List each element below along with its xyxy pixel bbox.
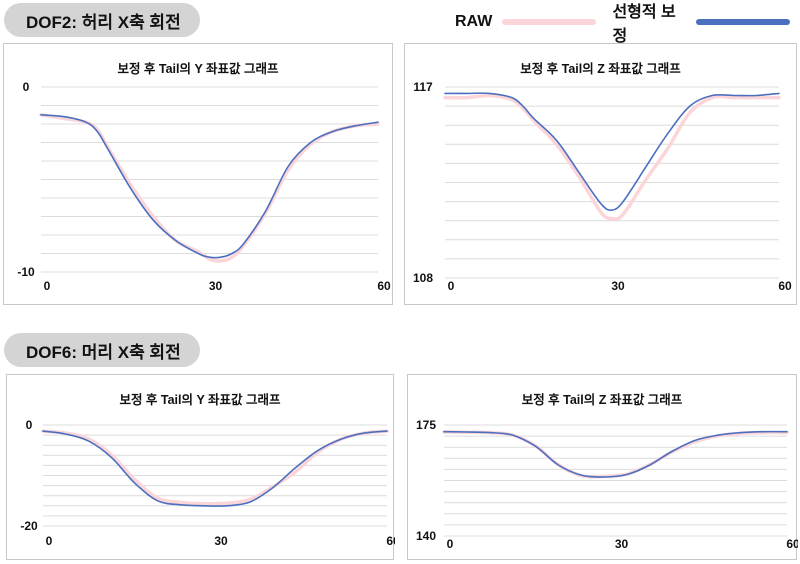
section-label-dof2: DOF2: 허리 X축 회전 (4, 3, 200, 37)
y-tick-label: -20 (20, 519, 38, 533)
series-line-corrected (443, 430, 788, 478)
x-tick-label: 60 (778, 279, 792, 293)
chart-svg: 117 108 0 30 60 (413, 80, 792, 293)
chart-panel-dof2-y: 0 -10 0 30 60 보정 후 Tail의 Y 좌표값 그래프 (3, 43, 393, 305)
chart-svg: 175 140 0 30 60 (416, 418, 798, 551)
x-tick-label: 0 (447, 537, 454, 551)
y-tick-label: 108 (413, 271, 433, 285)
x-tick-label: 0 (44, 279, 51, 293)
chart-title: 보정 후 Tail의 Z 좌표값 그래프 (521, 393, 683, 407)
y-tick-label: 175 (416, 418, 436, 432)
legend-label-corrected: 선형적 보정 (612, 4, 676, 45)
chart-svg: 0 -10 0 30 60 (17, 80, 391, 293)
chart-panel-dof2-z: 117 108 0 30 60 보정 후 Tail의 Z 좌표값 그래프 (404, 43, 797, 305)
chart-panel-dof6-z: 175 140 0 30 60 보정 후 Tail의 Z 좌표값 그래프 (407, 374, 798, 560)
x-tick-label: 30 (611, 279, 625, 293)
series-line-raw (39, 113, 380, 263)
x-tick-label: 30 (214, 534, 228, 548)
x-tick-label: 0 (448, 279, 455, 293)
y-tick-label: 0 (26, 418, 33, 432)
chart-title: 보정 후 Tail의 Y 좌표값 그래프 (117, 62, 279, 76)
section-label-dof6: DOF6: 머리 X축 회전 (4, 333, 200, 367)
x-tick-label: 60 (386, 534, 395, 548)
series-line-corrected (42, 430, 388, 507)
series-line-corrected (40, 114, 379, 259)
x-tick-label: 0 (46, 534, 53, 548)
legend-label-raw: RAW (455, 13, 493, 30)
x-tick-label: 60 (786, 537, 798, 551)
x-tick-label: 30 (209, 279, 223, 293)
legend-swatch-raw (502, 19, 597, 25)
legend: RAW 선형적 보정 (455, 4, 800, 45)
chart-title: 보정 후 Tail의 Y 좌표값 그래프 (119, 393, 281, 407)
y-tick-label: -10 (17, 265, 35, 279)
x-tick-label: 30 (615, 537, 629, 551)
series-line-raw (442, 430, 789, 479)
y-tick-label: 117 (413, 80, 433, 94)
y-tick-label: 0 (23, 80, 30, 94)
chart-panel-dof6-y: 0 -20 0 30 60 보정 후 Tail의 Y 좌표값 그래프 (6, 374, 395, 560)
chart-svg: 0 -20 0 30 60 (20, 418, 395, 548)
series-line-raw (443, 93, 781, 221)
series-line-corrected (444, 92, 780, 211)
x-tick-label: 60 (377, 279, 391, 293)
legend-swatch-corrected (695, 19, 790, 25)
chart-title: 보정 후 Tail의 Z 좌표값 그래프 (520, 62, 681, 76)
y-tick-label: 140 (416, 529, 436, 543)
